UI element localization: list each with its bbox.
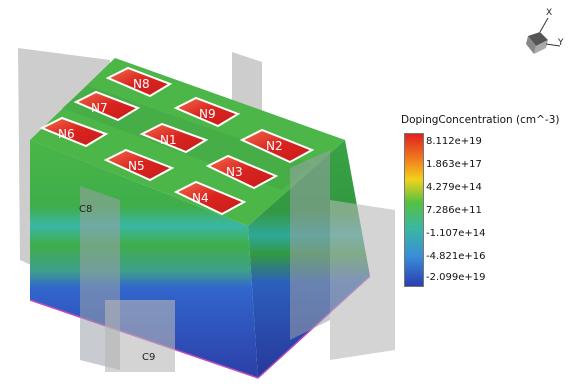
implant-label-n1: N1 xyxy=(160,133,177,147)
cut-plane-c9-lower xyxy=(105,300,175,372)
implant-label-n2: N2 xyxy=(266,139,283,153)
legend-tick: 8.112e+19 xyxy=(426,136,482,147)
cut-plane-label-c9: C9 xyxy=(142,352,156,363)
legend-title: DopingConcentration (cm^-3) xyxy=(401,114,560,126)
implant-label-n4: N4 xyxy=(192,191,209,205)
colorbar xyxy=(404,133,424,287)
orientation-triad[interactable] xyxy=(526,17,561,54)
axis-label-y: Y xyxy=(558,38,564,48)
implant-label-n6: N6 xyxy=(58,127,75,141)
implant-pads xyxy=(39,66,315,216)
implant-pad-n9 xyxy=(173,96,241,128)
implant-label-n8: N8 xyxy=(133,77,150,91)
legend-tick: -2.099e+19 xyxy=(426,272,486,283)
cut-plane-label-c8: C8 xyxy=(79,204,93,215)
legend-tick: 7.286e+11 xyxy=(426,205,482,216)
implant-pad-n7 xyxy=(73,90,141,122)
implant-label-n5: N5 xyxy=(128,159,145,173)
implant-label-n3: N3 xyxy=(226,165,243,179)
axis-label-x: X xyxy=(546,8,553,18)
legend-tick: 4.279e+14 xyxy=(426,182,482,193)
legend-tick: 1.863e+17 xyxy=(426,159,482,170)
cut-plane-c9-right xyxy=(330,200,395,360)
cut-plane-c9-front xyxy=(290,150,330,340)
legend-tick: -4.821e+16 xyxy=(426,251,486,262)
implant-pad-n4 xyxy=(173,180,247,216)
implant-pad-n2 xyxy=(239,128,315,164)
legend-tick: -1.107e+14 xyxy=(426,228,486,239)
implant-pad-n3 xyxy=(205,154,279,190)
implant-pad-n6 xyxy=(39,116,109,148)
implant-pad-n8 xyxy=(105,66,173,98)
implant-label-n7: N7 xyxy=(91,101,108,115)
implant-pad-n1 xyxy=(139,122,209,154)
implant-label-n9: N9 xyxy=(199,107,216,121)
implant-pad-n5 xyxy=(103,148,175,182)
